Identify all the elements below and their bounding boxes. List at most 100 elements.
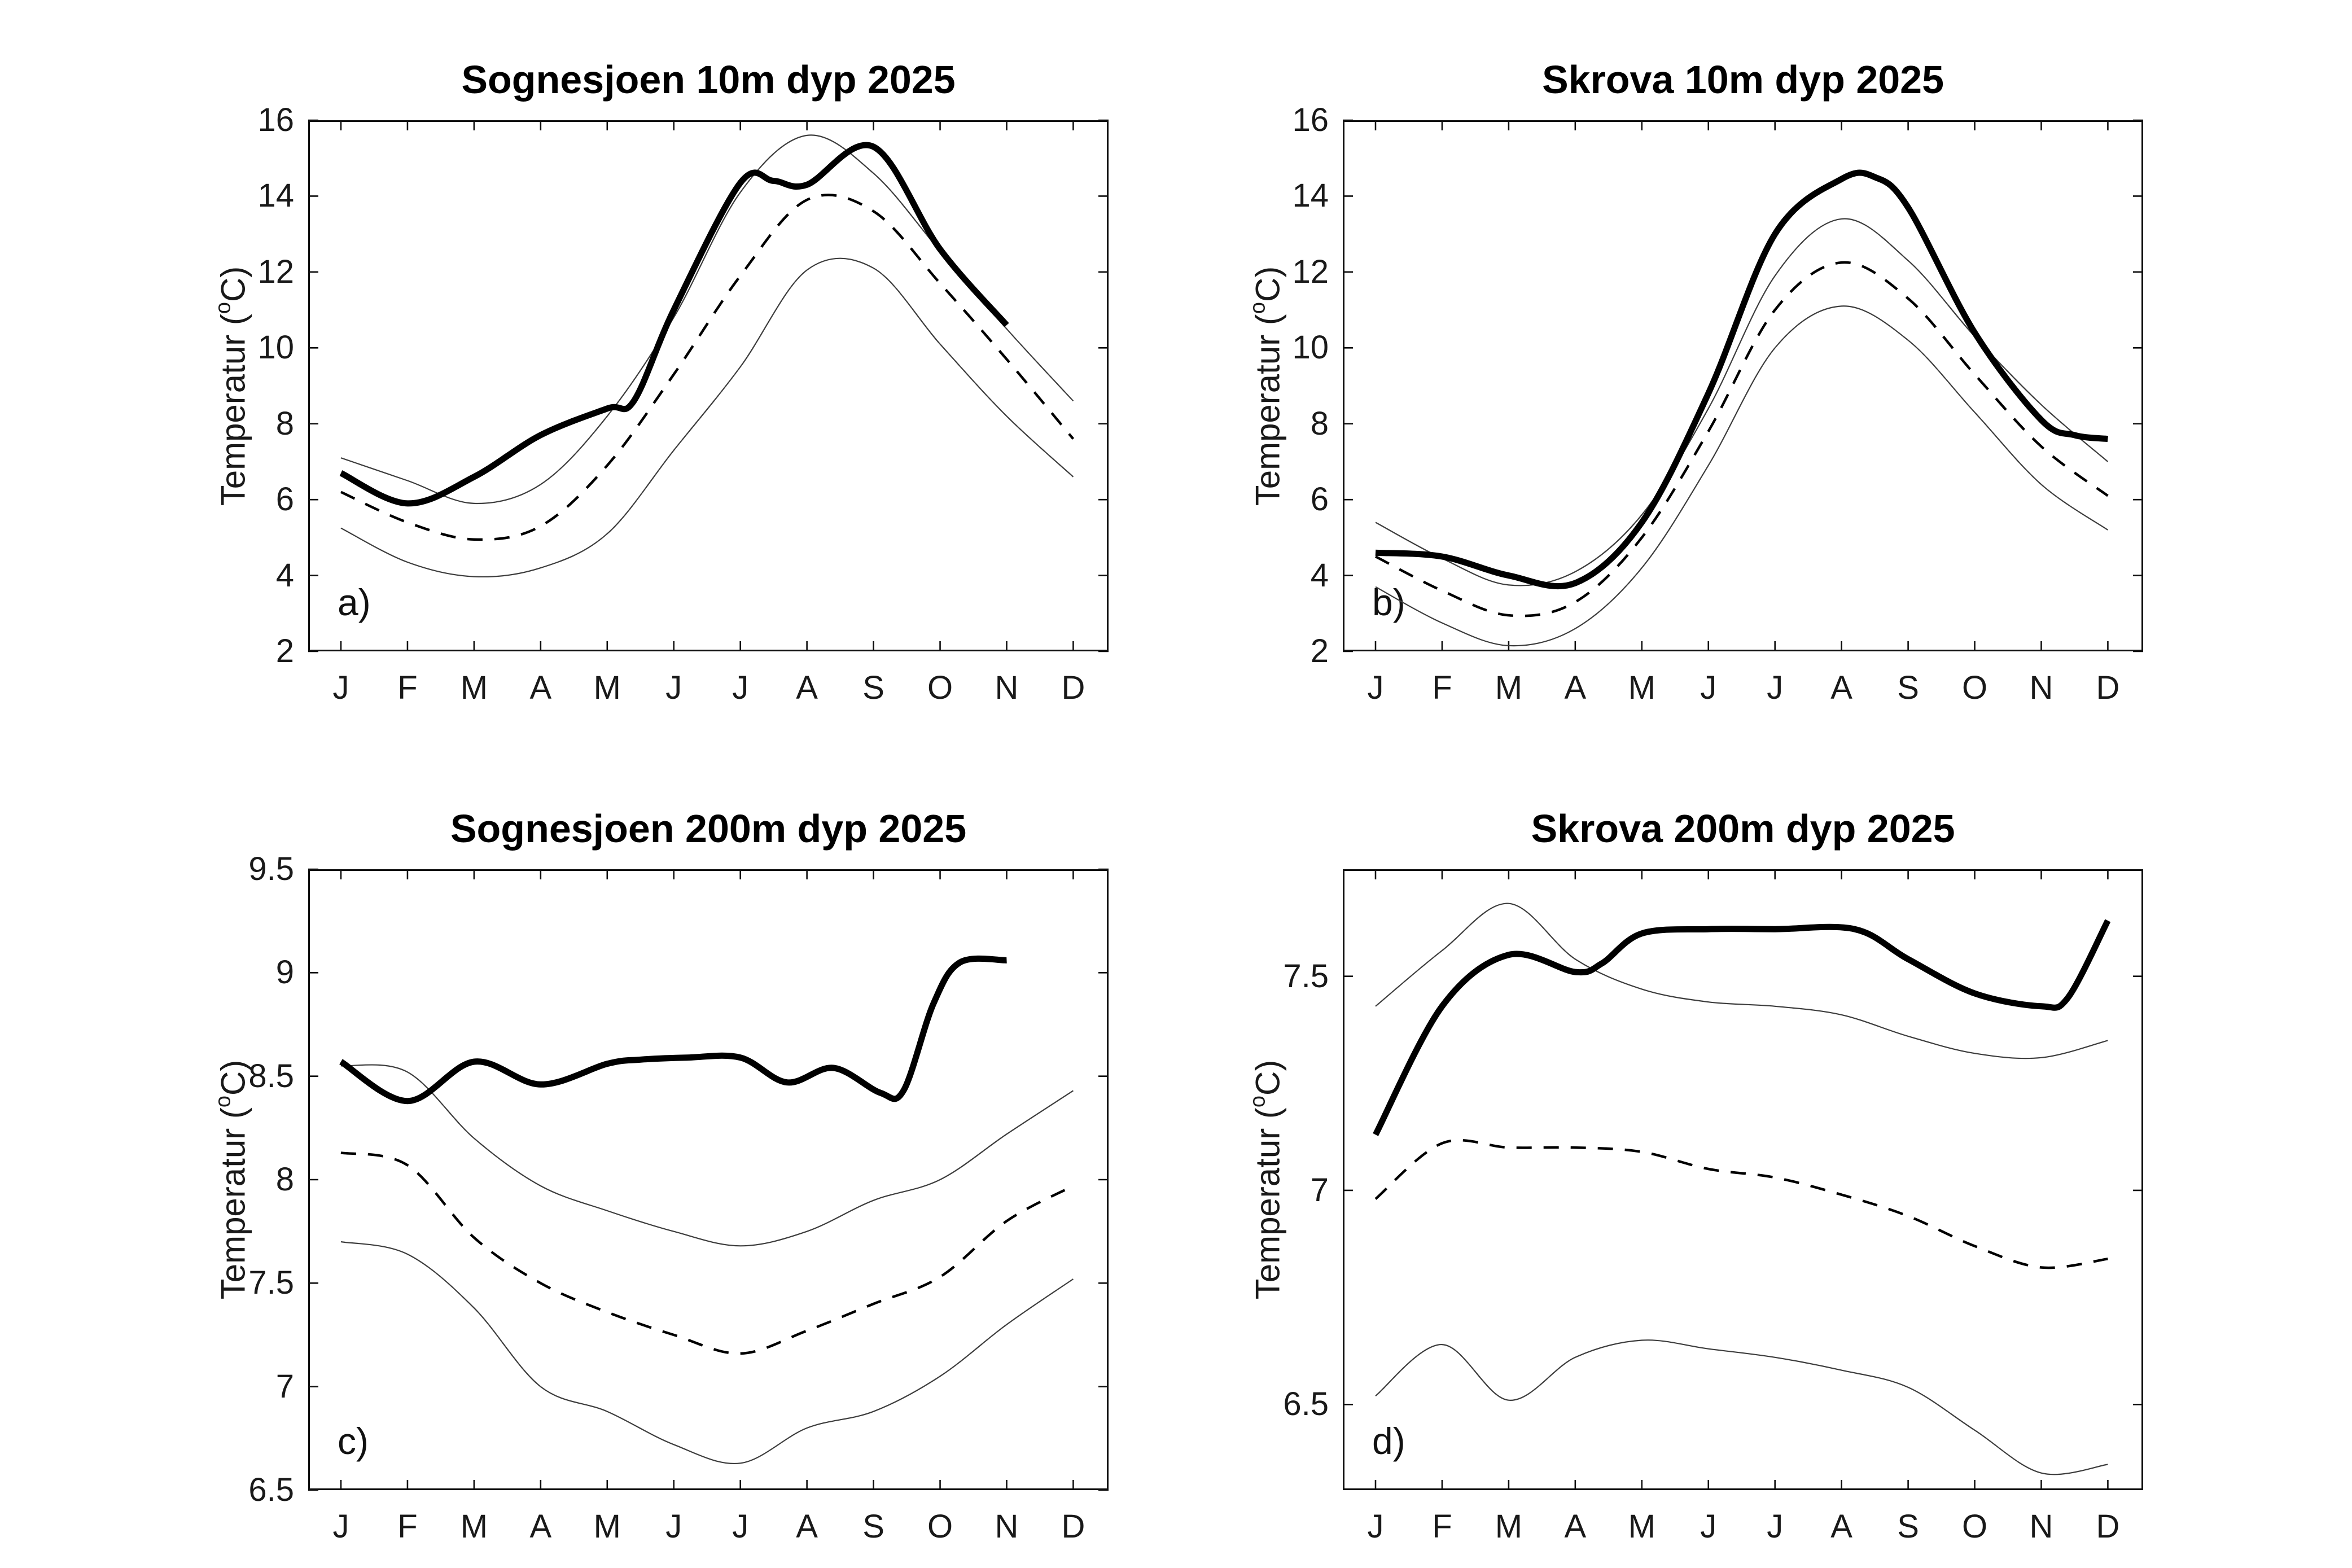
y-tick-label: 8 (1310, 405, 1329, 442)
axes-border (308, 120, 1109, 651)
x-tick-label: O (1961, 1508, 1988, 1545)
axes-border (308, 869, 1109, 1490)
series-path-mean-dashed (1374, 1138, 2108, 1269)
panel-letter: a) (338, 581, 371, 623)
plot-area (1343, 869, 2143, 1490)
x-tick-label: D (1061, 669, 1085, 706)
y-tick-label: 12 (257, 253, 294, 290)
axes-border (1343, 869, 2143, 1490)
x-tick-label: S (862, 669, 884, 706)
y-tick-label: 16 (1292, 102, 1329, 138)
y-tick-label: 8.5 (248, 1057, 294, 1094)
y-tick-label: 4 (275, 557, 294, 594)
x-tick-label: J (332, 1508, 349, 1545)
x-tick-label: A (1830, 1508, 1852, 1545)
x-tick-label: M (1628, 1508, 1655, 1545)
y-axis-label-superscript: o (211, 301, 235, 314)
x-tick-label: J (665, 669, 682, 706)
series-path-mean-dashed (1374, 261, 2109, 617)
x-tick-label: J (1700, 669, 1717, 706)
tick-marks (308, 119, 1109, 652)
x-tick-label: M (593, 669, 621, 706)
x-tick-label: A (796, 669, 818, 706)
x-tick-label: D (2096, 669, 2120, 706)
y-tick-label: 14 (1292, 177, 1329, 214)
series-path-2025-bold (339, 142, 1009, 507)
x-tick-label: A (796, 1508, 818, 1545)
x-tick-label: D (1061, 1508, 1085, 1545)
y-tick-label: 7.5 (248, 1264, 294, 1302)
plot-area (1343, 119, 2143, 652)
x-tick-label: S (862, 1508, 884, 1545)
x-tick-label: F (397, 1508, 418, 1545)
y-tick-label: 6.5 (248, 1471, 294, 1508)
x-tick-label: J (1700, 1508, 1717, 1545)
tick-marks (308, 868, 1109, 1491)
x-tick-label: N (2029, 669, 2053, 706)
x-tick-label: J (1767, 669, 1784, 706)
y-axis-label-superscript: o (1246, 1096, 1270, 1108)
series-path-mean-dashed (340, 1151, 1074, 1355)
x-tick-label: M (1628, 669, 1655, 706)
x-tick-label: A (529, 1508, 552, 1545)
x-tick-label: A (1830, 669, 1852, 706)
chart-title: Skrova 200m dyp 2025 (1531, 807, 1955, 851)
y-tick-label: 6.5 (1283, 1386, 1329, 1423)
y-tick-label: 6 (1310, 481, 1329, 518)
y-axis-label-superscript: o (1246, 301, 1270, 314)
y-tick-label: 2 (1310, 633, 1329, 669)
x-tick-label: M (460, 669, 488, 706)
y-tick-label: 12 (1292, 253, 1329, 290)
series-path-upper-thin (340, 134, 1074, 505)
plot-area (308, 868, 1109, 1491)
x-tick-label: J (1767, 1508, 1784, 1545)
series-path-lower-thin (1375, 305, 2109, 647)
y-tick-label: 14 (257, 177, 294, 214)
chart-title: Skrova 10m dyp 2025 (1541, 58, 1944, 102)
chart-title: Sognesjoen 10m dyp 2025 (461, 58, 956, 102)
y-tick-label: 8 (275, 405, 294, 442)
y-axis-label-superscript: o (211, 1096, 235, 1108)
x-tick-label: J (732, 1508, 749, 1545)
y-tick-label: 9.5 (248, 851, 294, 887)
y-tick-label: 10 (257, 329, 294, 366)
x-tick-label: O (927, 669, 953, 706)
y-axis-label-unit: C) (1249, 1059, 1287, 1096)
x-tick-label: N (995, 1508, 1019, 1545)
series-path-2025-bold (1373, 919, 2111, 1136)
x-tick-label: M (460, 1508, 488, 1545)
y-tick-label: 4 (1310, 557, 1329, 594)
series-path-lower-thin (340, 257, 1074, 578)
x-tick-label: J (665, 1508, 682, 1545)
y-tick-label: 7 (1310, 1171, 1329, 1208)
x-tick-label: M (1495, 1508, 1523, 1545)
x-tick-label: J (732, 669, 749, 706)
x-tick-label: O (927, 1508, 953, 1545)
x-tick-label: M (593, 1508, 621, 1545)
x-tick-label: F (1432, 1508, 1452, 1545)
series-path-lower-thin (1375, 1339, 2108, 1475)
y-tick-label: 6 (275, 481, 294, 518)
x-tick-label: O (1961, 669, 1988, 706)
x-tick-label: D (2096, 1508, 2120, 1545)
x-tick-label: M (1495, 669, 1523, 706)
x-tick-label: N (995, 669, 1019, 706)
x-tick-label: S (1897, 1508, 1919, 1545)
y-axis-label: Temperatur (oC) (1246, 266, 1287, 506)
panel-letter: d) (1372, 1420, 1405, 1462)
x-tick-label: J (332, 669, 349, 706)
panel-letter: c) (338, 1420, 369, 1462)
x-tick-label: A (1564, 669, 1587, 706)
series-path-upper-thin (340, 1064, 1074, 1247)
series-path-mean-dashed (340, 194, 1075, 541)
y-tick-label: 7.5 (1283, 957, 1329, 995)
x-tick-label: F (397, 669, 418, 706)
x-tick-label: A (1564, 1508, 1587, 1545)
series-path-2025-bold (339, 955, 1007, 1105)
y-tick-label: 9 (275, 954, 294, 991)
y-tick-label: 7 (275, 1368, 294, 1405)
y-tick-label: 16 (257, 102, 294, 138)
series-path-upper-thin (1375, 903, 2108, 1059)
series-path-lower-thin (340, 1241, 1074, 1465)
